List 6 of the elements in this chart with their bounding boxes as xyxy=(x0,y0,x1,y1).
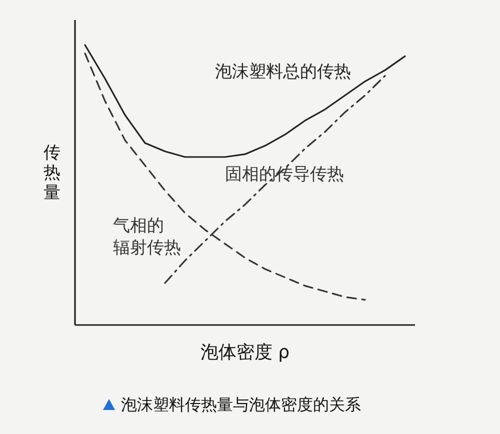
series-label: 气相的辐射传热 xyxy=(113,216,181,258)
series-label: 固相的传导传热 xyxy=(225,164,344,185)
x-axis-title: 泡体密度 ρ xyxy=(200,342,290,363)
text: 泡沫塑料传热量与泡体密度的关系 xyxy=(121,395,361,414)
series-label: 泡沫塑料总的传热 xyxy=(215,62,351,82)
y-axis-title: 传热量 xyxy=(44,143,60,203)
